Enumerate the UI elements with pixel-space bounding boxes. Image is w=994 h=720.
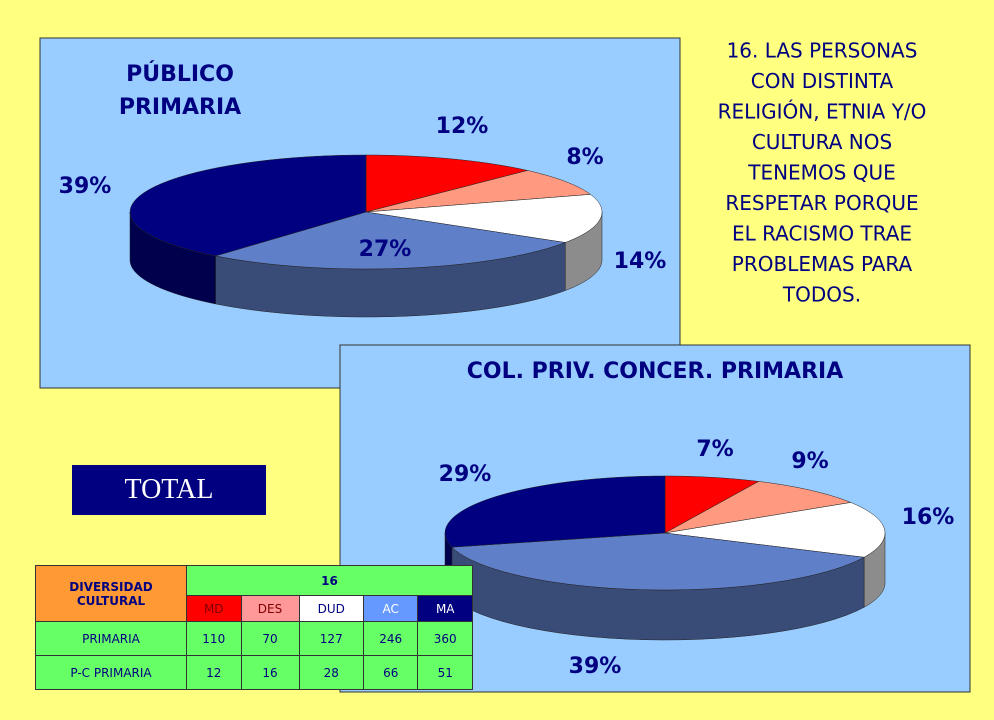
table-row: P-C PRIMARIA 12 16 28 66 51 [35,655,473,690]
data-label: 12% [436,114,489,139]
chart-title: PRIMARIA [119,95,241,120]
table-cell: 246 [362,621,419,656]
column-header: MA [417,595,473,622]
slice-top [365,154,528,213]
row-header: P-C PRIMARIA [35,655,187,690]
table-cell: 16 [240,655,300,690]
table-cell: 51 [417,655,473,690]
chart-title: PÚBLICO [126,61,234,87]
question-line: RELIGIÓN, ETNIA Y/O [718,100,927,124]
slice-top [444,475,666,548]
question-line: CULTURA NOS [752,130,892,154]
slice-top [664,475,760,534]
data-label: 27% [359,237,412,262]
slice-top [664,502,886,558]
question-line: RESPETAR PORQUE [725,191,918,215]
slice [664,475,760,534]
slice-top [664,481,852,534]
table-cell: 70 [240,621,300,656]
slice [451,532,865,641]
column-header: MD [186,595,242,622]
slice [444,475,666,598]
column-header: DUD [298,595,364,622]
data-label: 7% [696,437,733,462]
data-table: DIVERSIDAD CULTURAL 16 MD DES DUD AC MA PRIM… [35,565,473,690]
data-label: 16% [902,505,955,530]
question-line: TENEMOS QUE [747,161,896,185]
slice [129,154,367,305]
data-label: 39% [569,654,622,679]
slice-top [215,211,566,270]
question-line: EL RACISMO TRAE [732,222,912,246]
table-cell: 66 [362,655,419,690]
question-line: CON DISTINTA [751,69,894,93]
column-header: AC [362,595,419,622]
row-header: PRIMARIA [35,621,187,656]
slice-top [365,194,603,243]
table-cell: 360 [417,621,473,656]
question-line: 16. LAS PERSONAS [727,39,918,63]
slice [365,170,592,213]
table-cell: 12 [186,655,242,690]
slice-top [451,532,865,591]
corner-cell: DIVERSIDAD CULTURAL [35,565,187,622]
column-header: DES [240,595,300,622]
slice-top [129,154,367,257]
total-button[interactable]: TOTAL [72,465,266,515]
data-label: 9% [791,449,828,474]
table-row: PRIMARIA 110 70 127 246 360 [35,621,473,656]
chart-title: COL. PRIV. CONCER. PRIMARIA [467,359,843,384]
group-cell: 16 [186,565,473,596]
table-cell: 110 [186,621,242,656]
table-cell: 28 [298,655,364,690]
data-label: 8% [566,145,603,170]
question-line: TODOS. [782,283,861,307]
table-cell: 127 [298,621,364,656]
data-label: 39% [59,174,112,199]
question-line: PROBLEMAS PARA [732,252,913,276]
data-label: 29% [439,462,492,487]
slice [365,194,603,291]
slice [365,154,528,213]
slice-top [365,170,592,213]
data-label: 14% [614,249,667,274]
slice [664,502,886,608]
slice [664,481,852,534]
